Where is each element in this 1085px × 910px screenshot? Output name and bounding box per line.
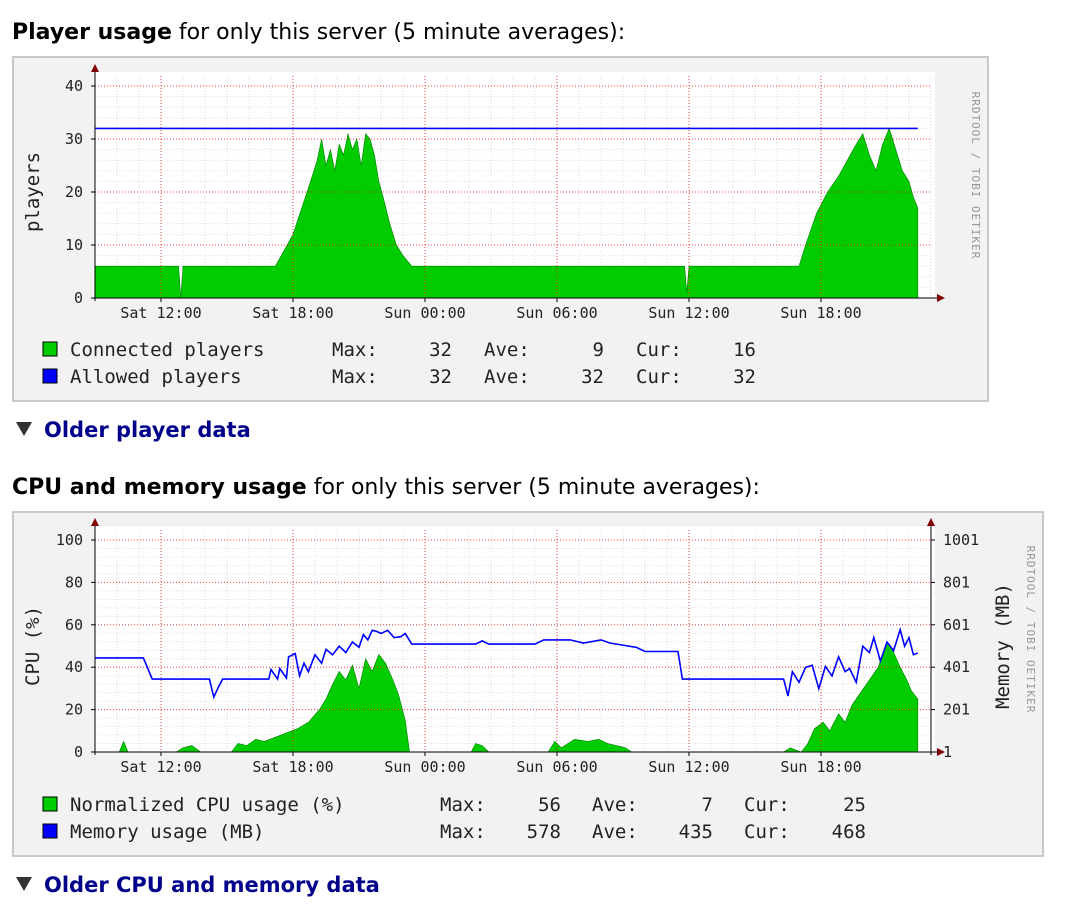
y2-tick-label: 1001 [943, 531, 979, 549]
y-tick-label: 10 [65, 236, 83, 254]
player-usage-heading-rest: for only this server (5 minute averages)… [171, 20, 626, 45]
collapse-triangle-icon [16, 877, 32, 891]
y-axis-title: players [22, 152, 44, 232]
y-tick-label: 0 [74, 289, 83, 307]
legend-ave-value: 435 [679, 821, 713, 843]
older-cpu-memory-data-link[interactable]: Older CPU and memory data [16, 873, 380, 897]
series-area-0 [94, 127, 919, 299]
legend-name-1: Memory usage (MB) [70, 821, 264, 843]
plot-area [95, 526, 935, 752]
legend-name-0: Normalized CPU usage (%) [70, 794, 345, 816]
legend-cur-label: Cur: [744, 794, 790, 816]
legend-cur-value: 25 [843, 794, 866, 816]
legend-ave-value: 7 [702, 794, 713, 816]
x-tick-label: Sun 18:00 [780, 304, 861, 322]
rrdtool-watermark: RRDTOOL / TOBI OETIKER [1024, 546, 1037, 714]
legend-cur-value: 468 [832, 821, 866, 843]
legend-max-value: 56 [538, 794, 561, 816]
player-usage-graph: 0 10 20 30 40 Sat 12:00 Sat 18:00 Sun 00:00 Sun … [12, 56, 989, 402]
y2-tick-label: 401 [943, 658, 970, 676]
legend-ave-label: Ave: [484, 366, 530, 388]
cpu-memory-graph: 0 20 40 60 80 100 1 201 401 601 801 1001 Sat 12:00 Sa… [12, 511, 1044, 857]
y-axis-arrow-icon [91, 64, 99, 72]
legend-max-value: 32 [429, 339, 452, 361]
x-tick-label: Sun 06:00 [516, 758, 597, 776]
x-tick-label: Sat 12:00 [120, 304, 201, 322]
plot-area [95, 72, 935, 298]
cpu-memory-heading-bold: CPU and memory usage [12, 475, 307, 500]
legend-name-1: Allowed players [70, 366, 242, 388]
x-tick-label: Sat 12:00 [120, 758, 201, 776]
y-tick-label: 20 [65, 701, 83, 719]
legend-max-value: 578 [527, 821, 561, 843]
legend-max-label: Max: [440, 821, 486, 843]
y2-tick-label: 1 [943, 743, 952, 761]
y2-tick-label: 801 [943, 573, 970, 591]
x-axis-arrow-icon [937, 294, 945, 302]
series-area-0 [95, 641, 919, 753]
legend-max-label: Max: [440, 794, 486, 816]
legend-name-0: Connected players [70, 339, 264, 361]
legend-cur-label: Cur: [744, 821, 790, 843]
y-tick-label: 80 [65, 573, 83, 591]
y-tick-label: 40 [65, 77, 83, 95]
x-tick-label: Sun 12:00 [648, 758, 729, 776]
y-tick-label: 30 [65, 130, 83, 148]
y-tick-label: 40 [65, 658, 83, 676]
legend-cur-label: Cur: [636, 366, 682, 388]
legend-max-value: 32 [429, 366, 452, 388]
legend-max-label: Max: [332, 339, 378, 361]
y2-axis-arrow-icon [927, 518, 935, 526]
series-line-1 [95, 626, 919, 700]
collapse-triangle-icon [16, 422, 32, 436]
player-usage-heading: Player usage for only this server (5 min… [12, 19, 625, 47]
player-usage-heading-bold: Player usage [12, 20, 172, 45]
legend-swatch-0 [42, 796, 58, 812]
x-tick-label: Sun 12:00 [648, 304, 729, 322]
y2-axis-title: Memory (MB) [992, 583, 1014, 709]
legend-cur-value: 32 [733, 366, 756, 388]
y-tick-label: 0 [74, 743, 83, 761]
y-axis-arrow-icon [91, 518, 99, 526]
legend-ave-value: 9 [593, 339, 604, 361]
legend-cur-value: 16 [733, 339, 756, 361]
legend-swatch-0 [42, 341, 58, 357]
y2-tick-label: 601 [943, 616, 970, 634]
legend-ave-label: Ave: [592, 821, 638, 843]
player-usage-chart: 0 10 20 30 40 Sat 12:00 Sat 18:00 Sun 00:00 Sun … [22, 64, 982, 388]
legend-swatch-1 [42, 368, 58, 384]
rrdtool-watermark: RRDTOOL / TOBI OETIKER [969, 92, 982, 260]
older-player-data-label: Older player data [44, 418, 251, 442]
legend-cur-label: Cur: [636, 339, 682, 361]
x-tick-label: Sun 18:00 [780, 758, 861, 776]
x-tick-label: Sun 06:00 [516, 304, 597, 322]
y-axis-title: CPU (%) [22, 606, 44, 686]
legend-ave-label: Ave: [484, 339, 530, 361]
legend-ave-label: Ave: [592, 794, 638, 816]
legend-ave-value: 32 [581, 366, 604, 388]
cpu-memory-heading: CPU and memory usage for only this serve… [12, 474, 760, 502]
x-tick-label: Sat 18:00 [252, 758, 333, 776]
y-tick-label: 60 [65, 616, 83, 634]
older-player-data-link[interactable]: Older player data [16, 418, 251, 442]
x-axis-arrow-icon [937, 748, 945, 756]
x-tick-label: Sun 00:00 [384, 304, 465, 322]
y-tick-label: 100 [56, 531, 83, 549]
x-tick-label: Sun 00:00 [384, 758, 465, 776]
legend-swatch-1 [42, 823, 58, 839]
x-tick-label: Sat 18:00 [252, 304, 333, 322]
legend-max-label: Max: [332, 366, 378, 388]
y2-tick-label: 201 [943, 701, 970, 719]
cpu-memory-heading-rest: for only this server (5 minute averages)… [306, 475, 760, 500]
y-tick-label: 20 [65, 183, 83, 201]
older-cpu-memory-data-label: Older CPU and memory data [44, 873, 380, 897]
